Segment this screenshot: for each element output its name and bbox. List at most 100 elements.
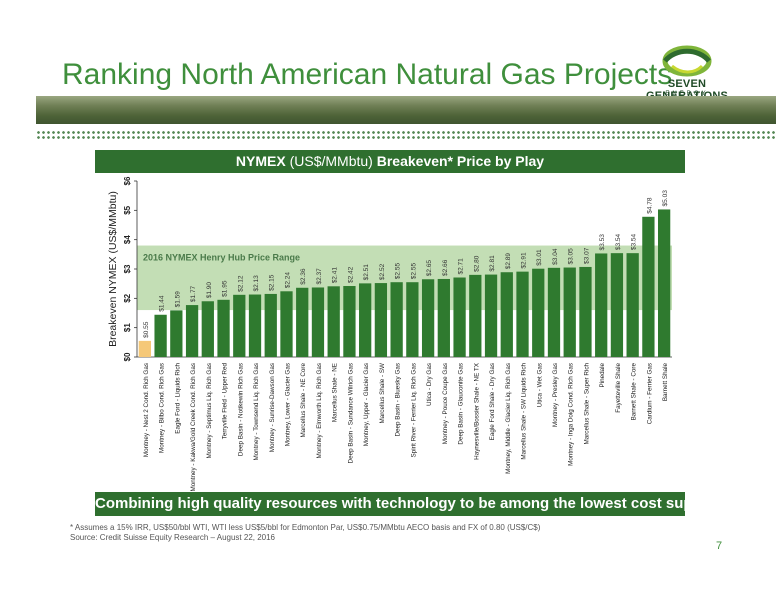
bar: [453, 277, 466, 357]
category-label: Deep Basin - Bluesky Gas: [395, 363, 402, 437]
bar-value-label: $3.07: [583, 247, 590, 264]
bar: [374, 283, 388, 357]
bar-value-label: $2.55: [395, 263, 402, 280]
bar-value-label: $2.36: [300, 268, 307, 285]
bar-value-label: $3.54: [631, 234, 638, 251]
bar-value-label: $2.52: [379, 263, 386, 280]
bar: [642, 216, 655, 357]
footnote: * Assumes a 15% IRR, US$50/bbl WTI, WTI …: [70, 523, 541, 532]
bar: [343, 286, 356, 357]
category-label: Montney - Septimus Liq. Rich Gas: [206, 363, 213, 459]
bar: [610, 253, 624, 357]
bar: [280, 291, 293, 357]
bar-value-label: $2.89: [505, 253, 512, 270]
bar: [406, 282, 419, 357]
category-label: Eagle Ford - Liquids Rich: [174, 363, 181, 434]
y-tick-label: $5: [123, 205, 132, 214]
logo-subtitle: ENERGY: [665, 91, 709, 97]
bar: [437, 278, 450, 357]
bar-value-label: $2.65: [426, 260, 433, 277]
category-label: Montney - Sunrise-Dawson Gas: [269, 363, 276, 452]
category-label: Montney - Inga Doig Cond. Rich Gas: [568, 363, 575, 466]
bar-value-label: $2.91: [521, 252, 528, 269]
category-label: Marcellus Shale - NE Core: [300, 363, 307, 438]
bar: [296, 287, 309, 357]
bar-value-label: $5.03: [662, 190, 669, 207]
chart-header-unit: (US$/MMbtu): [285, 153, 377, 169]
bar: [264, 293, 277, 357]
chart-header-title: Breakeven* Price by Play: [376, 153, 545, 169]
bar-value-label: $2.81: [489, 255, 496, 272]
page-title: Ranking North American Natural Gas Proje…: [62, 58, 673, 91]
category-label: Marcellus Shale - Super Rich: [583, 363, 590, 445]
source-note: Source: Credit Suisse Equity Research – …: [70, 533, 276, 542]
category-label: Montney - Elmworth Liq. Rich Gas: [316, 363, 323, 459]
category-label: Deep Basin - Sundance Wilrich Gas: [347, 363, 354, 463]
category-label: Utica - Wet Gas: [536, 363, 543, 407]
bar: [327, 286, 340, 357]
category-label: Deep Basin - Notikewin Rich Gas: [237, 363, 244, 456]
bar-value-label: $2.24: [284, 272, 291, 289]
category-label: Spirit River - Ferrier Liq. Rich Gas: [410, 363, 417, 457]
bar-value-label: $2.41: [332, 267, 339, 284]
y-tick-label: $3: [123, 264, 132, 273]
category-label: Barnett Shale: [662, 363, 669, 402]
bar: [563, 267, 576, 357]
bar: [500, 272, 513, 357]
bar-value-label: $2.71: [458, 258, 465, 275]
bar: [484, 274, 498, 357]
category-label: Montney - Pouce Coupe Gas: [442, 363, 449, 444]
chart-header: NYMEX (US$/MMbtu) Breakeven* Price by Pl…: [95, 150, 685, 173]
category-label: Montney, Middle - Glacier Liq. Rich Gas: [505, 363, 512, 474]
dotted-divider: [36, 130, 776, 140]
bar: [469, 274, 482, 357]
category-label: Montney, Upper - Glacier Gas: [363, 363, 370, 446]
bar: [311, 287, 325, 357]
category-label: Montney - Presley Gas: [552, 363, 559, 427]
category-label: Montney - Nest 2 Cond. Rich Gas: [143, 363, 150, 457]
y-tick-label: $0: [123, 352, 132, 361]
category-label: Marcellus Shale - SW Liquids Rich: [521, 363, 528, 460]
bar: [579, 266, 592, 357]
bar: [595, 253, 608, 357]
bar-value-label: $3.05: [568, 248, 575, 265]
bar: [185, 305, 199, 357]
category-label: Barnett Shale - Core: [631, 363, 638, 421]
category-label: Deep Basin - Glauconite Gas: [458, 363, 465, 445]
bar: [421, 279, 435, 357]
bar-value-label: $1.90: [206, 282, 213, 299]
bar: [532, 268, 545, 357]
bar-value-label: $2.55: [410, 263, 417, 280]
bar: [217, 299, 230, 357]
y-tick-label: $1: [123, 323, 132, 332]
category-label: Cardium - Ferrier Gas: [646, 363, 653, 424]
category-label: Marcellus Shale - NE: [332, 363, 339, 422]
chart-header-market: NYMEX: [235, 153, 286, 169]
category-label: Fayetteville Shale: [615, 363, 622, 413]
bar: [170, 310, 183, 357]
bar-value-label: $4.78: [646, 197, 653, 214]
y-tick-label: $6: [123, 176, 132, 185]
y-tick-label: $4: [123, 235, 132, 244]
bar-value-label: $2.42: [347, 266, 354, 283]
bar: [201, 301, 214, 357]
category-label: Pinedale: [599, 363, 606, 388]
bar-value-label: $0.55: [143, 321, 150, 338]
bar-value-label: $1.59: [174, 291, 181, 308]
bar-value-label: $2.15: [269, 274, 276, 291]
bar: [233, 294, 246, 357]
bar-value-label: $2.80: [473, 255, 480, 272]
category-label: Terryville Field - Upper Red: [222, 363, 229, 440]
bar: [154, 314, 167, 357]
bar-value-label: $1.95: [222, 280, 229, 297]
category-label: Eagle Ford Shale - Dry Gas: [489, 363, 496, 440]
category-label: Montney - Townsend Liq. Rich Gas: [253, 363, 260, 461]
bar: [248, 294, 262, 357]
category-label: Montney - Kakwa/Gold Creek Cond. Rich Ga…: [190, 363, 197, 491]
tagline-banner: Combining high quality resources with te…: [95, 492, 714, 516]
price-range-band-label: 2016 NYMEX Henry Hub Price Range: [143, 253, 300, 263]
bar-value-label: $2.66: [442, 259, 449, 276]
bar-value-label: $1.44: [159, 295, 166, 312]
bar: [547, 267, 561, 357]
